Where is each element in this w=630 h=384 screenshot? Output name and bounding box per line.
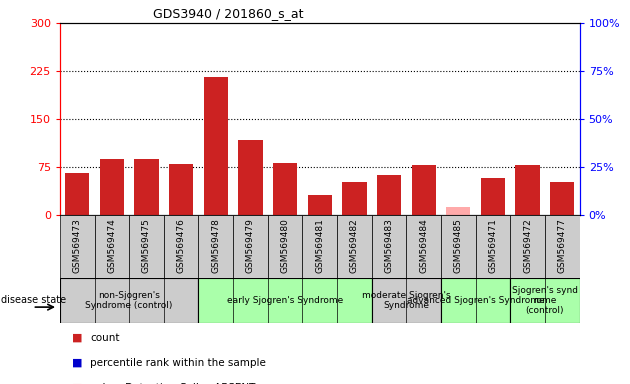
Bar xyxy=(307,195,332,215)
Text: disease state: disease state xyxy=(1,295,66,306)
Text: GSM569473: GSM569473 xyxy=(72,218,82,273)
Bar xyxy=(238,139,263,215)
Bar xyxy=(169,164,193,215)
Bar xyxy=(134,159,159,215)
Text: GSM569485: GSM569485 xyxy=(454,218,463,273)
Text: ■: ■ xyxy=(72,383,83,384)
Bar xyxy=(515,165,540,215)
Bar xyxy=(411,165,436,215)
Bar xyxy=(510,278,580,323)
Bar xyxy=(198,215,233,278)
Text: GSM569481: GSM569481 xyxy=(315,218,324,273)
Bar xyxy=(510,215,545,278)
Text: GSM569480: GSM569480 xyxy=(280,218,290,273)
Bar xyxy=(545,215,580,278)
Bar xyxy=(94,215,129,278)
Text: count: count xyxy=(90,333,120,343)
Text: non-Sjogren's
Syndrome (control): non-Sjogren's Syndrome (control) xyxy=(86,291,173,310)
Bar xyxy=(60,278,198,323)
Text: ■: ■ xyxy=(72,333,83,343)
Text: early Sjogren's Syndrome: early Sjogren's Syndrome xyxy=(227,296,343,305)
Text: GSM569474: GSM569474 xyxy=(107,218,117,273)
Bar xyxy=(129,215,164,278)
Text: GSM569471: GSM569471 xyxy=(488,218,498,273)
Text: GSM569478: GSM569478 xyxy=(211,218,220,273)
Text: GSM569482: GSM569482 xyxy=(350,218,359,273)
Bar xyxy=(100,159,124,215)
Bar xyxy=(372,278,441,323)
Bar xyxy=(233,215,268,278)
Bar xyxy=(342,182,367,215)
Text: GSM569483: GSM569483 xyxy=(384,218,394,273)
Text: percentile rank within the sample: percentile rank within the sample xyxy=(90,358,266,368)
Bar xyxy=(446,207,471,215)
Bar xyxy=(550,182,575,215)
Bar xyxy=(441,278,510,323)
Bar xyxy=(372,215,406,278)
Bar xyxy=(203,78,228,215)
Bar xyxy=(481,178,505,215)
Text: ■: ■ xyxy=(72,358,83,368)
Text: Sjogren's synd
rome
(control): Sjogren's synd rome (control) xyxy=(512,286,578,315)
Text: GDS3940 / 201860_s_at: GDS3940 / 201860_s_at xyxy=(153,7,304,20)
Text: value, Detection Call = ABSENT: value, Detection Call = ABSENT xyxy=(90,383,256,384)
Text: GSM569475: GSM569475 xyxy=(142,218,151,273)
Bar xyxy=(273,162,297,215)
Bar xyxy=(164,215,198,278)
Bar xyxy=(406,215,441,278)
Text: GSM569479: GSM569479 xyxy=(246,218,255,273)
Bar xyxy=(198,278,372,323)
Bar xyxy=(377,175,401,215)
Text: GSM569484: GSM569484 xyxy=(419,218,428,273)
Text: advanced Sjogren's Syndrome: advanced Sjogren's Syndrome xyxy=(407,296,544,305)
Text: moderate Sjogren's
Syndrome: moderate Sjogren's Syndrome xyxy=(362,291,450,310)
Bar xyxy=(337,215,372,278)
Bar xyxy=(268,215,302,278)
Text: GSM569472: GSM569472 xyxy=(523,218,532,273)
Bar xyxy=(60,215,94,278)
Text: GSM569476: GSM569476 xyxy=(176,218,186,273)
Bar xyxy=(476,215,510,278)
Bar xyxy=(65,174,89,215)
Text: GSM569477: GSM569477 xyxy=(558,218,567,273)
Bar xyxy=(441,215,476,278)
Bar xyxy=(302,215,337,278)
